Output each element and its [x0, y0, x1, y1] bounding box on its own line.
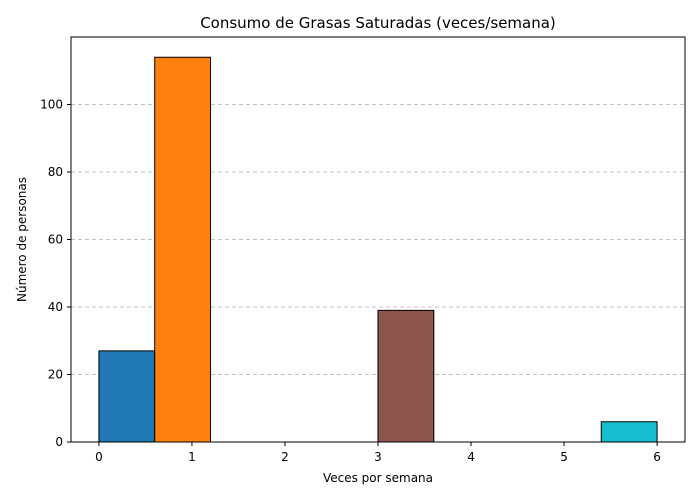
- y-tick-label: 80: [48, 165, 63, 179]
- y-tick-label: 0: [55, 435, 63, 449]
- bars: [98, 56, 658, 443]
- bar-0: [98, 350, 156, 443]
- y-tick-label: 60: [48, 233, 63, 247]
- y-tick-label: 100: [40, 98, 63, 112]
- chart-title: Consumo de Grasas Saturadas (veces/seman…: [200, 14, 556, 32]
- y-axis-ticks: 0 20 40 60 80 100: [40, 98, 71, 449]
- x-tick-label: 1: [188, 450, 196, 464]
- y-axis-label: Número de personas: [15, 177, 29, 302]
- y-tick-label: 20: [48, 368, 63, 382]
- bar-1: [154, 56, 212, 443]
- x-tick-label: 6: [653, 450, 661, 464]
- x-tick-label: 0: [95, 450, 103, 464]
- x-tick-label: 5: [560, 450, 568, 464]
- x-axis-label: Veces por semana: [323, 471, 433, 485]
- x-tick-label: 2: [281, 450, 289, 464]
- x-axis-ticks: 0 1 2 3 4 5 6: [95, 442, 661, 464]
- y-tick-label: 40: [48, 300, 63, 314]
- bar-3: [600, 421, 658, 443]
- bar-2: [377, 309, 435, 443]
- x-tick-label: 4: [467, 450, 475, 464]
- grid-lines: [71, 104, 685, 375]
- x-tick-label: 3: [374, 450, 382, 464]
